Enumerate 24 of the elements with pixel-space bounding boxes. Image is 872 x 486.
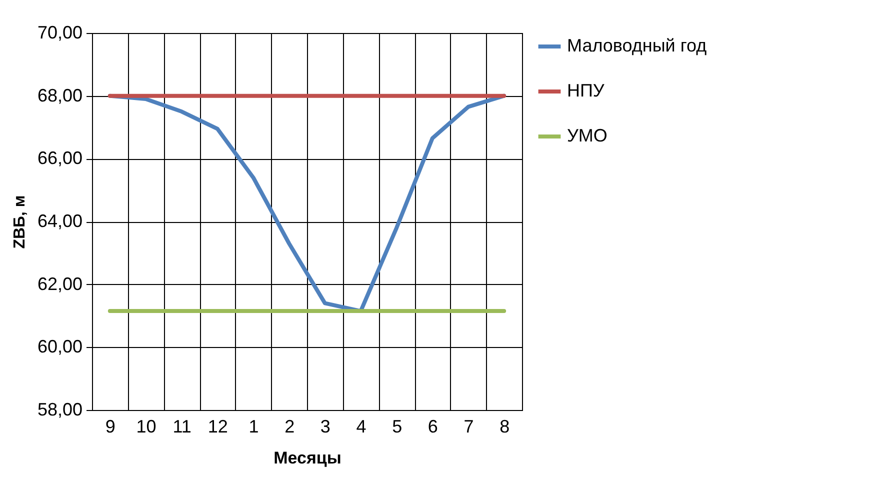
y-tick-label: 60,00 [37, 336, 82, 357]
y-axis-title: ZВБ, м [11, 195, 28, 249]
legend-label: Маловодный год [567, 36, 708, 56]
x-tick-label: 8 [500, 416, 510, 436]
x-tick-label: 6 [428, 416, 438, 436]
x-tick-label: 9 [105, 416, 116, 436]
x-tick-label: 2 [284, 416, 295, 436]
x-tick-label: 7 [464, 416, 474, 436]
x-tick-label: 1 [248, 416, 259, 436]
x-tick-label: 5 [392, 416, 402, 436]
legend-label: УМО [567, 126, 608, 146]
x-tick-label: 4 [356, 416, 366, 436]
y-tick-label: 70,00 [37, 22, 82, 42]
x-tick-label: 12 [208, 416, 228, 436]
y-tick-label: 58,00 [37, 400, 82, 420]
x-axis-title: Месяцы [274, 448, 342, 468]
legend-label: НПУ [567, 80, 605, 100]
y-tick-label: 62,00 [37, 274, 82, 294]
x-tick-label: 10 [136, 416, 156, 436]
y-tick-label: 64,00 [37, 211, 82, 231]
y-tick-label: 66,00 [37, 148, 82, 168]
y-tick-label: 68,00 [37, 85, 82, 106]
x-tick-label: 3 [320, 416, 330, 436]
x-tick-label: 11 [172, 416, 192, 436]
